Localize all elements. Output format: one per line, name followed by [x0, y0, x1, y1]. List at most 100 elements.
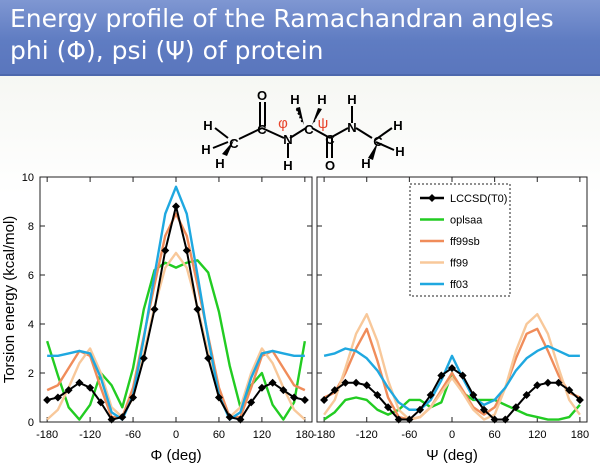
phi-symbol: φ: [278, 115, 288, 132]
data-point: [139, 354, 148, 363]
data-point: [320, 395, 329, 404]
data-point: [236, 415, 245, 424]
series-line-ff03: [323, 344, 580, 411]
data-point: [64, 386, 73, 395]
data-point: [543, 378, 552, 387]
data-point: [458, 371, 467, 380]
data-point: [225, 413, 234, 422]
x-tick-label: -120: [356, 429, 378, 441]
data-point: [479, 405, 488, 414]
data-point: [575, 395, 584, 404]
atom-label: H: [290, 92, 299, 107]
title-line-1: Energy profile of the Ramachandran angle…: [10, 4, 554, 33]
energy-chart: -180 -120 -60 0 60 120 180 0 2 4 6 8 10 Φ (deg) Torsio…: [1, 172, 589, 464]
data-point: [182, 246, 191, 255]
atom-label: H: [347, 92, 356, 107]
data-point: [373, 391, 382, 400]
y-tick-label: 2: [28, 368, 34, 380]
x-tick-label: 180: [296, 429, 314, 441]
atom-label: H: [317, 92, 326, 107]
x-tick-label: 0: [173, 429, 179, 441]
x-tick-label: 120: [253, 429, 271, 441]
atom-label: C: [373, 134, 383, 149]
x-tick-label: 60: [213, 429, 225, 441]
dipeptide-structure: H H H C O C N H H H C C O N H H H H C φ …: [201, 88, 404, 173]
legend-label: oplsaa: [450, 215, 483, 227]
data-point: [426, 391, 435, 400]
x-tick-label: 60: [489, 429, 501, 441]
series-line-ff03: [47, 185, 305, 421]
psi-symbol: ψ: [318, 115, 329, 132]
atom-label: C: [304, 122, 314, 137]
data-point: [257, 383, 266, 392]
y-tick-label: 6: [28, 270, 34, 282]
series-line-oplsaa: [46, 259, 307, 421]
data-point: [150, 305, 159, 314]
data-point: [501, 415, 510, 424]
data-point: [53, 393, 62, 402]
x-tick-label: -180: [313, 429, 335, 441]
legend-label: ff03: [450, 279, 468, 291]
data-point: [352, 378, 361, 387]
y-tick-label: 4: [28, 319, 34, 331]
data-point: [247, 398, 256, 407]
y-tick-label: 0: [28, 417, 34, 429]
x-tick-label: 120: [528, 429, 546, 441]
atom-label: O: [325, 158, 335, 173]
data-point: [533, 381, 542, 390]
data-point: [172, 202, 180, 211]
data-point: [193, 305, 202, 314]
legend-marker: [428, 194, 436, 202]
series-line-ff99sb: [323, 327, 581, 421]
phi-panel: -180 -120 -60 0 60 120 180 0 2 4 6 8 10 Φ (deg) Torsio…: [1, 172, 314, 464]
data-point: [565, 386, 574, 395]
data-point: [405, 415, 414, 424]
data-point: [554, 378, 563, 387]
y-tick-label: 8: [28, 221, 34, 233]
data-point: [490, 415, 499, 424]
data-point: [204, 354, 213, 363]
legend: LCCSD(T0) oplsaa ff99sb ff99 ff03: [409, 183, 511, 297]
legend-label: LCCSD(T0): [450, 193, 507, 205]
x-tick-label: -60: [125, 429, 141, 441]
data-point: [416, 405, 425, 414]
series-line-ff99: [323, 312, 581, 421]
data-point: [279, 386, 288, 395]
x-tick-label: -60: [401, 429, 417, 441]
atom-label: H: [201, 142, 210, 157]
y-tick-label: 10: [22, 172, 34, 184]
data-point: [448, 364, 456, 373]
legend-label: ff99: [450, 258, 468, 270]
x-axis-label: Ψ (deg): [426, 447, 478, 464]
data-point: [300, 395, 309, 404]
x-tick-label: 0: [449, 429, 455, 441]
data-point: [290, 393, 299, 402]
data-point: [362, 381, 371, 390]
x-tick-label: -120: [79, 429, 101, 441]
atom-label: H: [215, 156, 224, 171]
x-tick-label: 180: [571, 429, 589, 441]
data-point: [384, 403, 393, 412]
atom-label: H: [361, 156, 370, 171]
atom-label: C: [325, 132, 335, 147]
x-tick-label: -180: [36, 429, 58, 441]
x-axis-label: Φ (deg): [150, 447, 201, 464]
series-line-ff99: [46, 251, 306, 421]
data-point: [437, 371, 446, 380]
atom-label: C: [229, 136, 239, 151]
title-line-2: phi (Φ), psi (Ψ) of protein: [10, 36, 324, 65]
legend-label: ff99sb: [450, 236, 480, 248]
atom-label: C: [257, 122, 267, 137]
data-point: [394, 415, 403, 424]
title-banner: Energy profile of the Ramachandran angle…: [0, 0, 600, 76]
data-point: [469, 391, 478, 400]
atom-label: N: [347, 120, 356, 135]
plot-frame: [39, 176, 313, 423]
content-area: H H H C O C N H H H C C O N H H H H C φ …: [0, 76, 600, 473]
data-point: [107, 415, 116, 424]
data-point: [118, 413, 127, 422]
y-axis-label: Torsion energy (kcal/mol): [1, 216, 18, 384]
data-point: [96, 398, 105, 407]
data-point: [161, 246, 170, 255]
data-point: [43, 395, 52, 404]
